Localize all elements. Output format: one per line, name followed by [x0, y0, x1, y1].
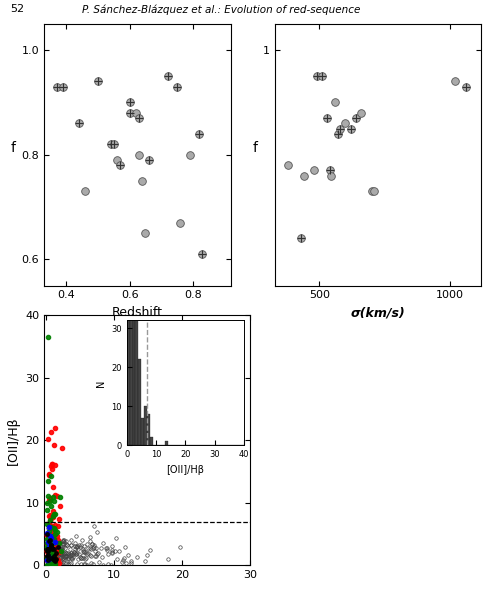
Y-axis label: f: f	[252, 140, 257, 155]
X-axis label: Redshift: Redshift	[112, 306, 163, 319]
X-axis label: σ(km/s): σ(km/s)	[351, 306, 406, 319]
Text: P. Sánchez-Blázquez et al.: Evolution of red-sequence: P. Sánchez-Blázquez et al.: Evolution of…	[82, 4, 360, 15]
Text: 52: 52	[10, 4, 24, 14]
Y-axis label: f: f	[11, 140, 16, 155]
Y-axis label: [OII]/Hβ: [OII]/Hβ	[7, 416, 20, 465]
